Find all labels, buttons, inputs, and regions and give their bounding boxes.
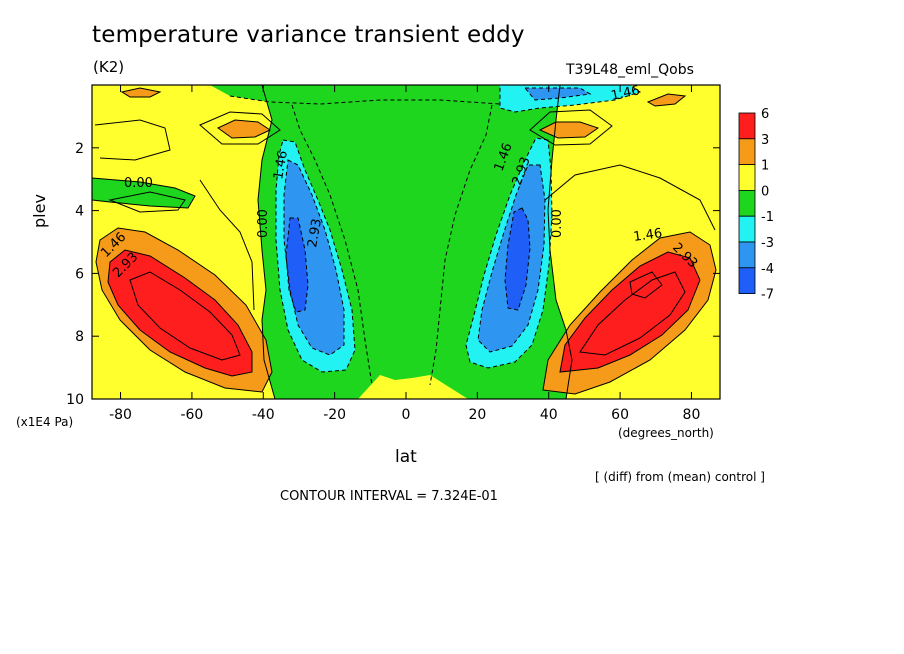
y-tick-label: 4	[75, 204, 84, 220]
colorbar: 6 3 1 0 -1 -3 -4 -7	[738, 107, 774, 303]
colorbar-label: 0	[761, 184, 769, 199]
x-tick-label: -40	[252, 407, 275, 423]
x-tick-label: -60	[180, 407, 203, 423]
colorbar-label: 1	[761, 159, 769, 174]
contour-label: 0.00	[550, 209, 565, 238]
units-label: (K2)	[93, 58, 125, 76]
colorbar-label: -4	[761, 262, 774, 277]
orange-sh-upper	[218, 120, 270, 138]
darkblue-nh-min	[505, 208, 530, 310]
contour-label: 0.00	[256, 209, 271, 238]
y-tick-label: 2	[75, 141, 84, 157]
x-tick-label: 0	[402, 407, 411, 423]
diff-note: [ (diff) from (mean) control ]	[595, 470, 765, 484]
colorbar-swatch	[738, 241, 756, 269]
green-upper-strip	[210, 85, 530, 104]
blue-nh-upper	[525, 88, 590, 100]
contour-label: 1.46	[632, 226, 663, 245]
contour-label: 1.46	[271, 150, 291, 181]
red-nh-max	[560, 252, 700, 372]
negative-contours	[229, 85, 642, 386]
x-axis-label: lat	[395, 447, 417, 467]
y-axis-ticks: 2 4 6 8 10	[66, 141, 720, 408]
red-sh-max	[108, 250, 252, 376]
colorbar-label: -1	[761, 210, 774, 225]
contour-interval: CONTOUR INTERVAL = 7.324E-01	[280, 489, 498, 504]
x-axis-units: (degrees_north)	[618, 426, 714, 440]
x-tick-label: 40	[540, 407, 558, 423]
x-tick-label: -80	[109, 407, 132, 423]
colorbar-swatch	[738, 164, 756, 191]
y-tick-label: 10	[66, 392, 84, 408]
x-tick-label: 80	[683, 407, 701, 423]
x-tick-label: 60	[611, 407, 629, 423]
contour-label: 2.93	[305, 218, 325, 249]
contour-label: 0.00	[124, 176, 153, 191]
x-tick-label: -20	[323, 407, 346, 423]
colorbar-label: -7	[761, 288, 774, 303]
colorbar-swatch	[738, 138, 756, 166]
colorbar-label: -3	[761, 236, 774, 251]
colorbar-swatch	[738, 189, 756, 217]
run-name-label: T39L48_eml_Qobs	[566, 62, 694, 78]
plot-area	[92, 85, 720, 399]
y-tick-label: 6	[75, 266, 84, 282]
x-tick-label: 20	[468, 407, 486, 423]
x-axis-ticks: -80 -60 -40 -20 0 20 40 60 80	[109, 85, 700, 423]
colorbar-label: 6	[761, 107, 769, 122]
colorbar-swatch	[738, 215, 756, 243]
darkblue-sh-min	[286, 218, 308, 312]
y-axis-label: plev	[30, 194, 49, 228]
colorbar-swatch	[738, 267, 756, 294]
y-axis-units: (x1E4 Pa)	[16, 415, 74, 429]
y-tick-label: 8	[75, 329, 84, 345]
positive-contours	[92, 85, 717, 399]
colorbar-label: 3	[761, 133, 769, 148]
colorbar-swatch	[738, 112, 756, 140]
contour-label: 1.46	[610, 83, 641, 104]
chart-title: temperature variance transient eddy	[92, 22, 525, 48]
